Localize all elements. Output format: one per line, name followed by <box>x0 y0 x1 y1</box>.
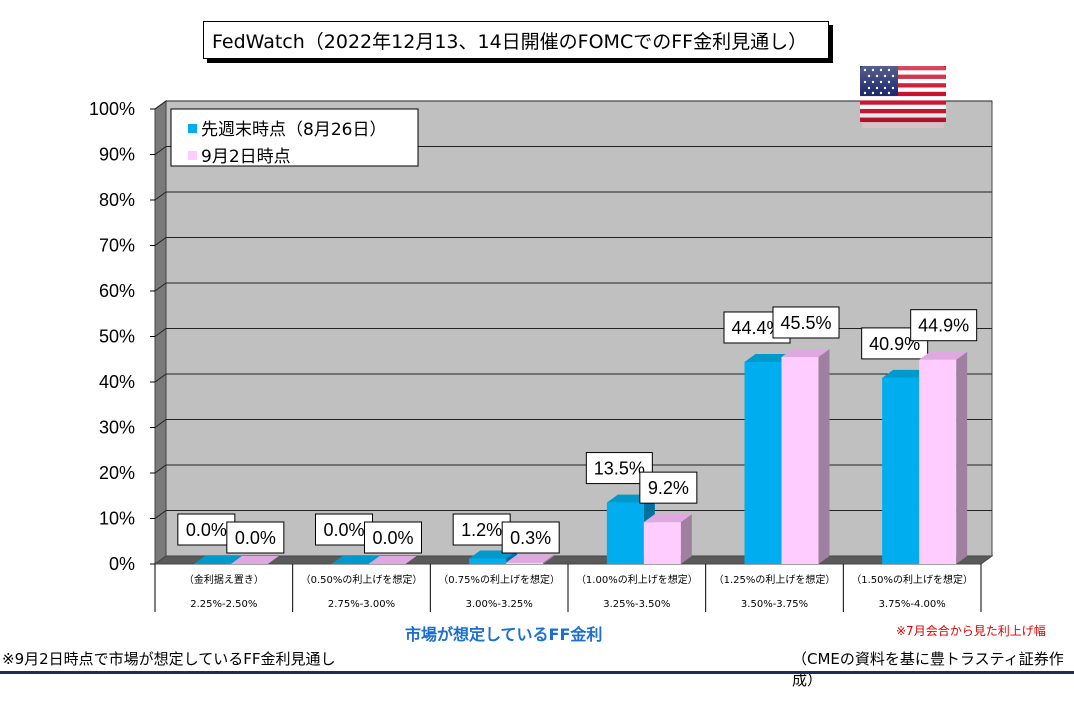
us-flag-icon <box>860 66 946 128</box>
data-label: 44.9% <box>918 316 969 336</box>
category-note: （0.50%の利上げを想定） <box>301 573 423 586</box>
bar <box>882 377 920 564</box>
bar-side <box>543 554 555 564</box>
source-note: （CMEの資料を基に豊トラスティ証券作成） <box>792 650 1064 689</box>
gridline-side <box>154 100 167 110</box>
gridline-side <box>154 464 167 474</box>
gridline-side <box>154 328 167 337</box>
bar-top <box>506 554 555 563</box>
bar <box>643 522 681 564</box>
data-label-box <box>177 513 236 546</box>
gridline-side <box>154 282 167 292</box>
category-note: （1.50%の利上げを想定） <box>851 573 973 586</box>
bar <box>781 356 819 564</box>
bar <box>744 361 782 564</box>
category-label: 2.75%-3.00% <box>328 599 395 610</box>
category-label: 2.25%-2.50% <box>190 599 257 610</box>
data-label-box <box>772 306 840 339</box>
bar-top <box>368 556 417 564</box>
legend-label: 先週末時点（8月26日） <box>201 120 386 140</box>
gridline-side <box>154 191 167 201</box>
data-label-box <box>910 309 978 342</box>
y-tick-label: 80% <box>99 190 135 210</box>
legend-swatch <box>188 124 197 133</box>
data-label-box <box>501 521 560 554</box>
data-label-box <box>226 521 285 554</box>
data-label: 9.2% <box>648 478 689 498</box>
gridline-side <box>154 419 167 428</box>
data-label: 0.0% <box>372 528 413 548</box>
category-note: （1.00%の利上げを想定） <box>576 573 698 586</box>
data-label-box <box>364 521 422 554</box>
data-label: 0.0% <box>235 528 276 548</box>
footnote-left: ※9月2日時点で市場が想定しているFF金利見通し <box>2 650 336 668</box>
bar-top <box>643 514 692 523</box>
category-label: 3.00%-3.25% <box>466 599 533 610</box>
gridline-side <box>154 510 167 519</box>
bar <box>606 502 644 564</box>
bottom-divider <box>0 671 1074 674</box>
bar <box>919 359 957 564</box>
category-note: （1.25%の利上げを想定） <box>714 573 836 586</box>
bar-top <box>781 348 830 357</box>
category-note: （0.75%の利上げを想定） <box>438 573 560 586</box>
bar-top <box>882 369 931 378</box>
x-axis-title: 市場が想定しているFF金利 <box>405 625 603 644</box>
y-tick-label: 50% <box>99 327 135 347</box>
y-tick-label: 0% <box>109 554 135 574</box>
data-label: 0.3% <box>510 528 551 548</box>
data-label: 40.9% <box>869 334 920 354</box>
bar-top <box>744 353 793 362</box>
category-label: 3.75%-4.00% <box>879 599 946 610</box>
y-tick-label: 90% <box>99 145 135 165</box>
gridline-side <box>154 373 167 383</box>
data-label: 0.0% <box>323 520 364 540</box>
category-note: （金利据え置き） <box>184 573 264 586</box>
y-tick-label: 30% <box>99 418 135 438</box>
plot-floor <box>153 555 994 565</box>
bar-side <box>506 550 518 564</box>
bar-side <box>680 514 692 564</box>
data-label: 0.0% <box>186 520 227 540</box>
data-label: 44.4% <box>731 318 782 338</box>
data-label: 13.5% <box>594 459 645 479</box>
category-label: 3.25%-3.50% <box>603 599 670 610</box>
bar <box>469 558 507 564</box>
y-tick-label: 70% <box>99 236 135 256</box>
y-tick-label: 100% <box>89 99 135 119</box>
bar-top <box>193 556 242 564</box>
bar-side <box>956 351 968 564</box>
gridline-side <box>154 146 167 155</box>
bar-top <box>230 556 279 564</box>
bar-top <box>919 351 968 360</box>
bar-side <box>818 348 830 564</box>
data-label-box <box>639 471 698 504</box>
category-label: 3.50%-3.75% <box>741 599 808 610</box>
data-label: 1.2% <box>461 520 502 540</box>
data-label-box <box>315 513 373 546</box>
y-tick-label: 40% <box>99 372 135 392</box>
y-tick-label: 10% <box>99 509 135 529</box>
bar-top <box>331 556 380 564</box>
legend-swatch <box>188 151 197 160</box>
gridline-side <box>154 237 167 246</box>
legend <box>170 108 419 167</box>
y-tick-label: 60% <box>99 281 135 301</box>
rate-hike-note: ※7月会合から見た利上げ幅 <box>896 624 1046 638</box>
chart-title: FedWatch（2022年12月13、14日開催のFOMCでのFF金利見通し） <box>203 21 829 59</box>
y-tick-label: 20% <box>99 463 135 483</box>
data-label: 45.5% <box>780 313 831 333</box>
bar <box>506 562 544 564</box>
legend-label: 9月2日時点 <box>201 147 291 167</box>
